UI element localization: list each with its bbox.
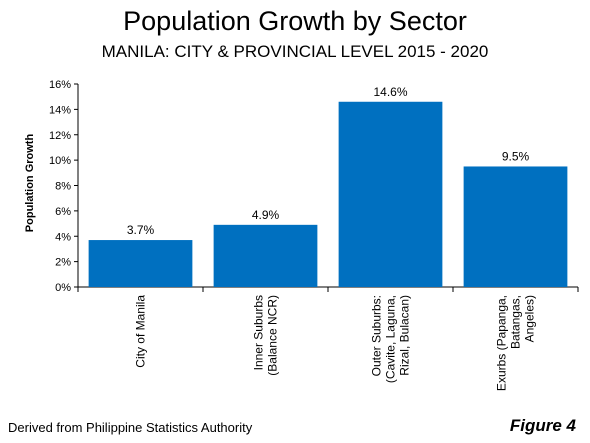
bar xyxy=(88,240,193,287)
y-tick-label: 10% xyxy=(49,155,71,167)
x-tick-label: Outer Suburbs: xyxy=(370,295,384,376)
chart-title: Population Growth by Sector xyxy=(123,6,467,36)
y-tick-label: 6% xyxy=(55,206,71,218)
x-tick-label: Batangas, xyxy=(509,295,523,349)
y-tick-label: 12% xyxy=(49,130,71,142)
x-tick-label: City of Manila xyxy=(134,295,148,368)
y-tick-label: 16% xyxy=(49,79,71,91)
y-tick-label: 0% xyxy=(55,282,71,294)
chart-subtitle: MANILA: CITY & PROVINCIAL LEVEL 2015 - 2… xyxy=(101,42,489,61)
x-tick-label: (Cavite, Laguna, xyxy=(384,295,398,383)
source-note: Derived from Philippine Statistics Autho… xyxy=(8,420,253,435)
data-label: 9.5% xyxy=(502,149,530,163)
y-tick-label: 8% xyxy=(55,181,71,193)
bar xyxy=(338,101,443,287)
x-tick-label: Angeles) xyxy=(523,295,537,342)
x-tick-label: Rizal, Bulacan) xyxy=(398,295,412,376)
x-tick-label: Exurbs (Papanga, xyxy=(495,295,509,391)
y-tick-label: 4% xyxy=(55,231,71,243)
x-tick-label: Inner Suburbs xyxy=(252,295,266,370)
bar-chart: Population Growth 0% 2% 4% 6% 8% 10% 12% 14% 16%… xyxy=(24,79,579,391)
data-label: 3.7% xyxy=(127,223,155,237)
data-label: 4.9% xyxy=(252,208,280,222)
bar xyxy=(463,166,568,287)
y-tick-label: 14% xyxy=(49,104,71,116)
figure-label: Figure 4 xyxy=(509,416,576,435)
bar xyxy=(213,224,318,287)
x-tick-label: (Balance NCR) xyxy=(266,295,280,376)
plot-area: 0% 2% 4% 6% 8% 10% 12% 14% 16% 3.7% City of Manila… xyxy=(49,79,579,391)
data-label: 14.6% xyxy=(373,85,407,99)
y-tick-label: 2% xyxy=(55,257,71,269)
y-axis-label: Population Growth xyxy=(24,134,36,233)
